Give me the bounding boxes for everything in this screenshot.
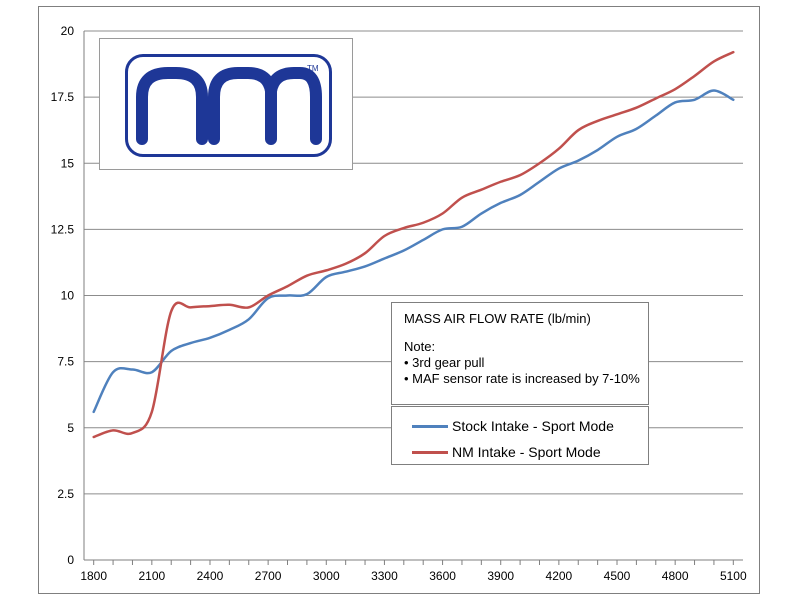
x-tick-label: 2400: [197, 569, 224, 583]
y-tick-label: 5: [67, 421, 74, 435]
y-tick-label: 0: [67, 553, 74, 567]
y-tick-label: 10: [61, 289, 75, 303]
x-tick-label: 2700: [255, 569, 282, 583]
logo-letter-n: [136, 67, 208, 145]
note-heading: Note:: [404, 339, 436, 354]
legend-swatch-nm: [412, 450, 448, 454]
x-tick-label: 1800: [80, 569, 107, 583]
x-tick-label: 5100: [720, 569, 747, 583]
y-tick-label: 15: [61, 156, 75, 170]
x-tick-label: 3000: [313, 569, 340, 583]
y-tick-label: 17.5: [51, 90, 75, 104]
series-line-stock-intake: [92, 89, 735, 414]
x-tick-label: 2100: [138, 569, 165, 583]
logo-panel: TM: [99, 38, 353, 170]
x-tick-label: 4500: [604, 569, 631, 583]
nm-logo: TM: [136, 64, 322, 145]
x-tick-label: 3300: [371, 569, 398, 583]
legend-item-stock: Stock Intake - Sport Mode: [392, 416, 614, 436]
y-tick-label: 12.5: [51, 222, 75, 236]
note-item: • 3rd gear pull: [404, 355, 485, 370]
y-tick-label: 7.5: [57, 355, 74, 369]
legend-swatch-stock: [412, 424, 448, 428]
legend-label-stock: Stock Intake - Sport Mode: [452, 418, 614, 434]
x-tick-label: 3900: [487, 569, 514, 583]
logo-frame: TM: [125, 54, 332, 157]
y-tick-label: 2.5: [57, 487, 74, 501]
x-tick-label: 4200: [546, 569, 573, 583]
legend-label-nm: NM Intake - Sport Mode: [452, 444, 601, 460]
chart-title: MASS AIR FLOW RATE (lb/min): [404, 311, 591, 326]
x-tick-label: 4800: [662, 569, 689, 583]
logo-letter-m: [208, 67, 322, 145]
note-item: • MAF sensor rate is increased by 7-10%: [404, 371, 640, 386]
x-tick-label: 3600: [429, 569, 456, 583]
annotation-box: MASS AIR FLOW RATE (lb/min) Note: • 3rd …: [391, 302, 649, 405]
legend-item-nm: NM Intake - Sport Mode: [392, 442, 601, 462]
legend: Stock Intake - Sport Mode NM Intake - Sp…: [391, 406, 649, 465]
series-line-nm-intake: [92, 50, 735, 439]
logo-trademark: TM: [307, 64, 319, 73]
y-tick-label: 20: [61, 24, 75, 38]
